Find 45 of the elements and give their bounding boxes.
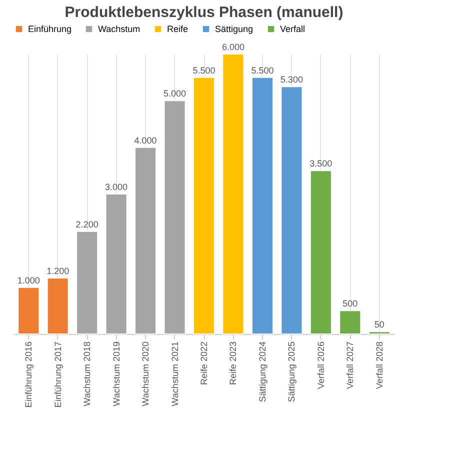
x-tick-label: Reife 2023 bbox=[228, 342, 238, 386]
data-label: 1.200 bbox=[46, 266, 70, 276]
bar bbox=[192, 76, 216, 334]
legend-label: Einführung bbox=[28, 24, 72, 34]
data-label: 3.000 bbox=[105, 182, 128, 192]
x-tick-label: Reife 2022 bbox=[199, 342, 209, 386]
data-label: 6.000 bbox=[222, 42, 244, 52]
bar bbox=[18, 286, 40, 334]
chart-title: Produktlebenszyklus Phasen (manuell) bbox=[64, 4, 344, 21]
data-label: 3.500 bbox=[310, 158, 332, 169]
bar bbox=[251, 76, 274, 334]
x-tick-label: Sättigung 2024 bbox=[257, 342, 268, 402]
bar bbox=[310, 170, 332, 334]
bar bbox=[339, 310, 362, 334]
x-tick-label: Sättigung 2025 bbox=[286, 342, 297, 402]
data-label: 1.000 bbox=[17, 275, 40, 286]
x-tick-label: Verfall 2028 bbox=[374, 342, 384, 390]
x-tick-label: Verfall 2026 bbox=[316, 342, 326, 390]
data-label: 5.500 bbox=[192, 65, 216, 76]
data-label: 50 bbox=[374, 320, 384, 330]
legend-label: Verfall bbox=[280, 24, 306, 34]
legend-label: Reife bbox=[167, 24, 188, 34]
bar bbox=[280, 86, 303, 334]
legend-label: Wachstum bbox=[98, 24, 140, 34]
bar bbox=[46, 278, 69, 334]
data-label: 2.200 bbox=[76, 219, 98, 230]
bar bbox=[368, 331, 390, 334]
data-label: 5.000 bbox=[164, 88, 186, 99]
data-label: 5.500 bbox=[251, 65, 274, 76]
x-tick-label: Verfall 2027 bbox=[345, 342, 356, 390]
x-tick-label: Wachstum 2019 bbox=[111, 342, 122, 406]
bar bbox=[222, 54, 244, 334]
bar bbox=[164, 100, 186, 334]
bar bbox=[76, 230, 98, 334]
x-tick-label: Einführung 2017 bbox=[52, 342, 63, 408]
x-tick-label: Wachstum 2018 bbox=[82, 342, 92, 406]
data-label: 4.000 bbox=[134, 135, 157, 146]
legend-label: Sättigung bbox=[215, 24, 254, 34]
bar bbox=[134, 146, 157, 334]
x-tick-label: Einführung 2016 bbox=[24, 342, 34, 408]
bar bbox=[105, 194, 128, 334]
data-label: 500 bbox=[342, 298, 358, 309]
x-tick-label: Wachstum 2021 bbox=[170, 342, 180, 406]
x-tick-label: Wachstum 2020 bbox=[140, 342, 151, 406]
data-label: 5.300 bbox=[280, 74, 303, 85]
